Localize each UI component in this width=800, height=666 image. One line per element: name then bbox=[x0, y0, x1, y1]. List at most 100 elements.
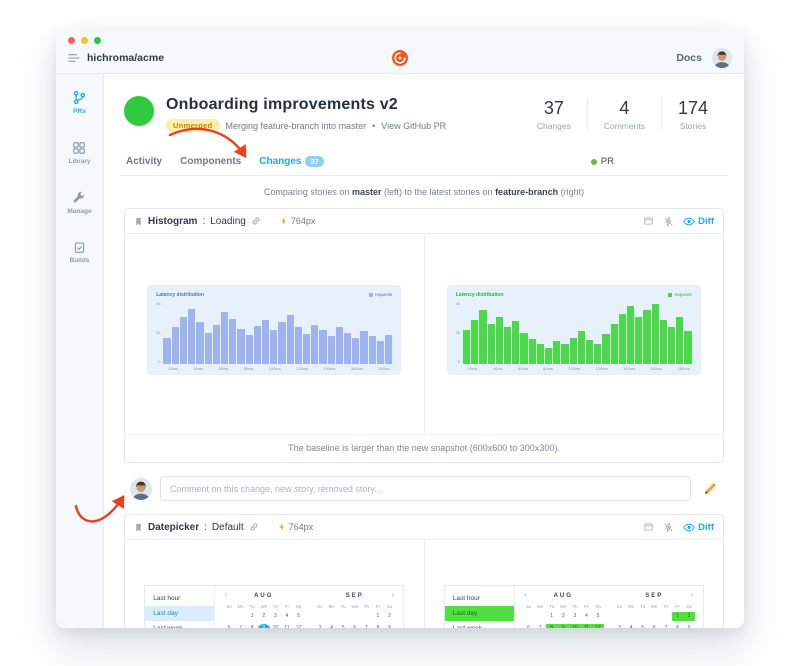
weekday-label: Sa bbox=[295, 604, 302, 609]
component-story-separator: : bbox=[202, 215, 206, 227]
sidebar-item-label: PRs bbox=[73, 108, 86, 115]
histogram-bar bbox=[286, 314, 294, 364]
calendar-day bbox=[326, 612, 338, 621]
calendar-month: ‹ Aug Su Mo Tu We Th Fr Sa 1 2 3 4 5 6 7 8 9 10 11 12 bbox=[523, 592, 604, 628]
flash-off-icon[interactable] bbox=[663, 216, 674, 227]
diff-toggle[interactable]: Diff bbox=[683, 216, 714, 227]
calendar-day: 2 bbox=[683, 612, 695, 621]
x-tick-label: 60ms bbox=[518, 366, 528, 371]
baseline-snapshot-panel[interactable]: Latency distribution requests 4k 2k 0 20ms… bbox=[125, 234, 425, 434]
bolt-icon bbox=[280, 216, 288, 226]
weekday-label: Su bbox=[226, 604, 232, 609]
histogram-bar bbox=[643, 309, 651, 364]
calendar-day: 11 bbox=[284, 625, 290, 628]
viewport-size[interactable]: 764px bbox=[280, 216, 315, 226]
sidebar-toggle-icon[interactable] bbox=[68, 53, 80, 63]
tab-activity[interactable]: Activity bbox=[126, 156, 163, 167]
prev-month-icon: ‹ bbox=[524, 592, 527, 599]
github-pr-link[interactable]: View GitHub PR bbox=[381, 120, 447, 131]
stat-comments[interactable]: 4 Comments bbox=[586, 98, 661, 131]
calendar-day: 4 bbox=[585, 613, 588, 619]
diff-toggle[interactable]: Diff bbox=[683, 522, 714, 533]
stat-changes[interactable]: 37 Changes bbox=[521, 98, 587, 131]
weekday-label: Th bbox=[663, 604, 669, 609]
sidebar-item-manage[interactable]: Manage bbox=[67, 191, 92, 215]
close-window-button[interactable] bbox=[68, 37, 75, 44]
component-name[interactable]: Histogram bbox=[148, 215, 198, 227]
histogram-bar bbox=[577, 331, 586, 364]
calendar-day: 5 bbox=[341, 625, 345, 628]
sidebar-item-prs[interactable]: PRs bbox=[72, 90, 87, 115]
calendar-day: 9 bbox=[557, 624, 570, 628]
browser-icon[interactable] bbox=[643, 216, 654, 226]
calendar-day: 9 bbox=[388, 625, 391, 628]
build-status-dot bbox=[124, 96, 154, 126]
link-icon[interactable] bbox=[251, 216, 261, 226]
x-tick-label: 80ms bbox=[543, 366, 553, 371]
calendar-day: 6 bbox=[527, 625, 530, 628]
browser-icon[interactable] bbox=[643, 522, 654, 532]
new-snapshot-panel[interactable]: Latency distribution requests 4k 2k 0 20ms… bbox=[425, 234, 724, 434]
calendar-day: 8 bbox=[676, 625, 679, 628]
x-axis-labels: 20ms 40ms 60ms 80ms 100ms 120ms 140ms 160ms 180m… bbox=[156, 364, 392, 371]
weekday-label: Mo bbox=[627, 604, 635, 609]
calendar-day: 5 bbox=[641, 625, 645, 628]
tab-changes[interactable]: Changes 37 bbox=[259, 156, 324, 167]
x-tick-label: 180ms bbox=[378, 366, 391, 371]
sidebar-item-library[interactable]: Library bbox=[68, 141, 91, 165]
link-icon[interactable] bbox=[249, 522, 259, 532]
stat-stories[interactable]: 174 Stories bbox=[660, 98, 724, 131]
y-tick-label: 0 bbox=[158, 359, 161, 364]
build-stats: 37 Changes 4 Comments 174 Stories bbox=[521, 96, 724, 131]
minimize-window-button[interactable] bbox=[81, 37, 88, 44]
repo-name[interactable]: hichroma/acme bbox=[87, 52, 165, 64]
calendar-day: 8 bbox=[376, 625, 380, 628]
story-name: Default bbox=[211, 521, 244, 533]
histogram-bar bbox=[270, 329, 278, 364]
calendar-day: 8 bbox=[250, 625, 254, 628]
viewport-size[interactable]: 764px bbox=[278, 522, 313, 532]
story-icon bbox=[134, 522, 143, 533]
build-subtitle: Merging feature-branch into master bbox=[225, 120, 367, 131]
comment-input[interactable] bbox=[160, 476, 691, 501]
stat-label: Changes bbox=[536, 121, 571, 131]
x-tick-label: 80ms bbox=[243, 366, 254, 371]
y-axis-labels: 4k 2k 0 bbox=[156, 301, 163, 364]
change-card-header: Datepicker : Default 764px bbox=[125, 515, 723, 540]
next-month-icon: › bbox=[391, 592, 394, 599]
baseline-snapshot-panel[interactable]: Last hour Last dayLast week ‹ Aug Su Mo Tu We T… bbox=[125, 540, 425, 628]
x-tick-label: 120ms bbox=[296, 366, 309, 371]
component-name[interactable]: Datepicker bbox=[148, 521, 200, 533]
histogram-bar bbox=[479, 309, 487, 364]
calendar-day: 3 bbox=[573, 613, 577, 619]
user-avatar[interactable] bbox=[712, 48, 732, 68]
weekday-label: Sa bbox=[595, 604, 601, 609]
sidebar-item-builds[interactable]: Builds bbox=[70, 241, 89, 264]
calendar-day: 11 bbox=[580, 624, 593, 628]
calendar-day: 10 bbox=[272, 625, 279, 628]
docs-link[interactable]: Docs bbox=[676, 52, 702, 64]
histogram-bar bbox=[196, 322, 204, 364]
new-snapshot-panel[interactable]: Last hour Last dayLast week ‹ Aug Su Mo Tu We T… bbox=[425, 540, 724, 628]
histogram-bar bbox=[335, 327, 343, 364]
flash-off-icon[interactable] bbox=[663, 522, 674, 533]
chromatic-logo-icon[interactable] bbox=[392, 50, 408, 66]
x-tick-label: 100ms bbox=[268, 366, 281, 371]
datepicker-calendar: ‹ Aug Su Mo Tu We Th Fr Sa 1 2 3 4 5 6 7 8 9 10 11 12 Sep › Su M… bbox=[215, 586, 403, 628]
chart-legend: requests bbox=[668, 292, 692, 297]
annotation-pencil-icon[interactable] bbox=[703, 481, 718, 496]
tabs: Activity Components Changes 37 PR bbox=[120, 148, 728, 176]
histogram-bar bbox=[618, 313, 627, 364]
weekday-label: Tu bbox=[640, 604, 646, 609]
stat-value: 174 bbox=[677, 98, 708, 118]
new-datepicker: Last hour Last dayLast week ‹ Aug Su Mo Tu We T… bbox=[444, 586, 703, 628]
histogram-bar bbox=[512, 321, 520, 364]
new-chart: Latency distribution requests 4k 2k 0 20ms… bbox=[447, 286, 700, 374]
tab-components[interactable]: Components bbox=[180, 156, 242, 167]
comment-row bbox=[130, 476, 718, 501]
zoom-window-button[interactable] bbox=[94, 37, 101, 44]
histogram-bar bbox=[352, 337, 360, 364]
histogram-bar bbox=[495, 317, 503, 364]
x-tick-label: 120ms bbox=[595, 366, 608, 371]
weekday-label: Tu bbox=[549, 604, 555, 609]
